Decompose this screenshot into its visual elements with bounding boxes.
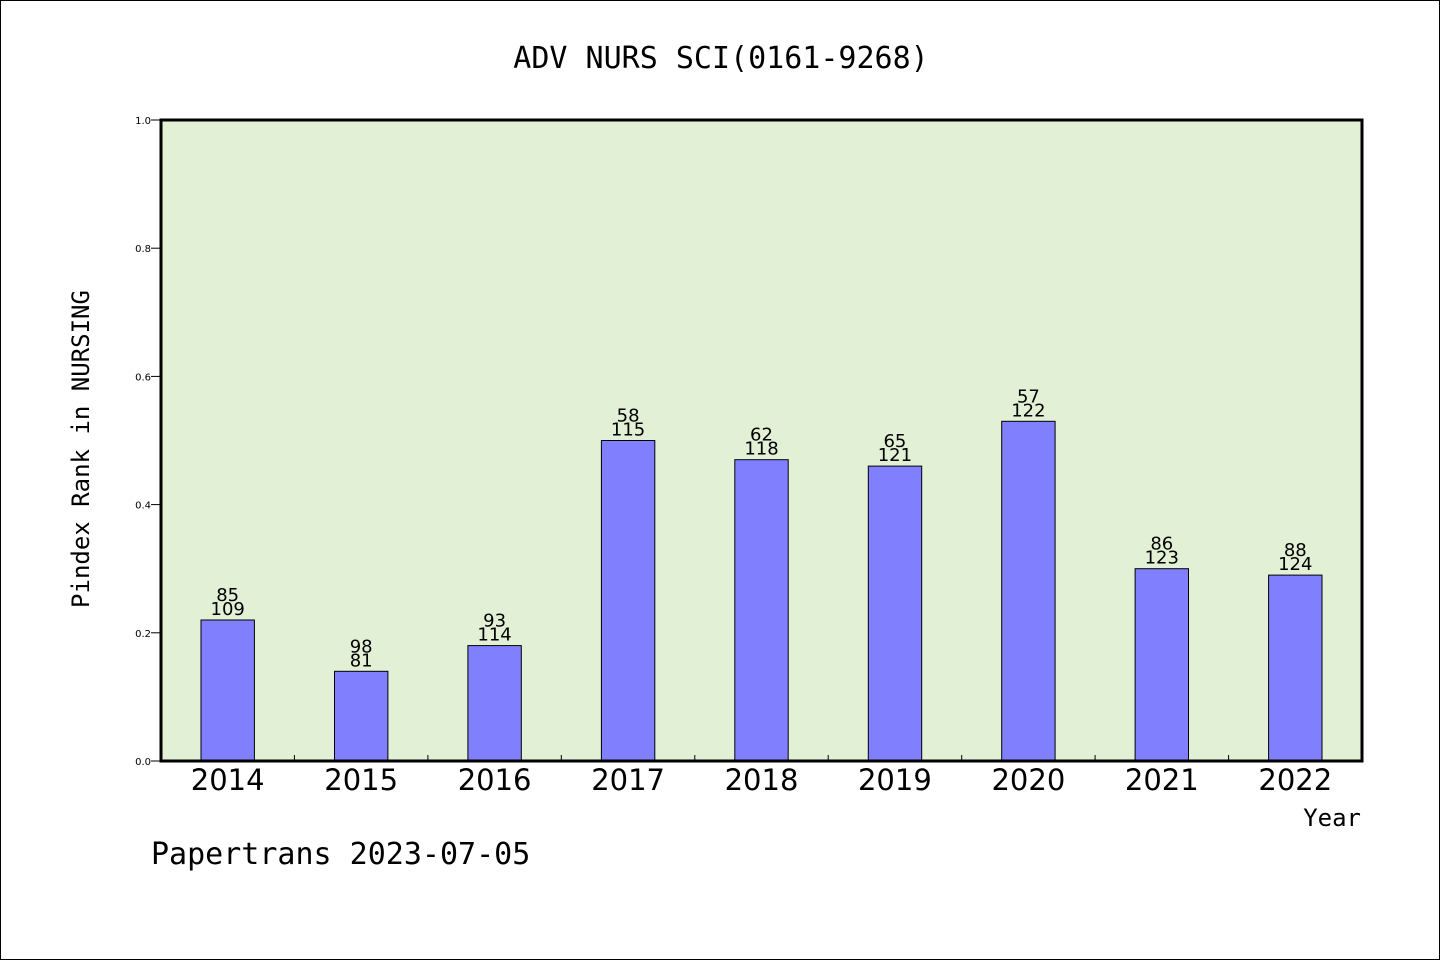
x-axis-ticks: 2014 2015 2016 2017 2018 2019 2020 2021 2022 bbox=[191, 755, 1332, 797]
watermark-text: Papertrans 2023-07-05 bbox=[151, 837, 530, 872]
chart-title: ADV NURS SCI(0161-9268) bbox=[513, 41, 928, 76]
y-tick-label: 1.0 bbox=[135, 116, 151, 127]
bar-label-bottom-2019: 121 bbox=[878, 445, 912, 466]
bars-layer bbox=[200, 420, 1323, 762]
bar-2014 bbox=[200, 619, 255, 762]
bar-2018 bbox=[734, 459, 789, 762]
bar-label-top-2017: 58 bbox=[617, 406, 640, 427]
bar-2016 bbox=[467, 645, 522, 762]
bar-label-top-2020: 57 bbox=[1017, 386, 1040, 407]
bar-label-bottom-2021: 123 bbox=[1145, 548, 1179, 569]
y-axis-ticks: 0.0 0.2 0.4 0.6 0.8 1.0 bbox=[135, 116, 161, 768]
bar-label-top-2018: 62 bbox=[750, 425, 773, 446]
bar-2017 bbox=[600, 440, 656, 762]
bar-2020 bbox=[1001, 420, 1056, 762]
y-tick-label: 0.2 bbox=[135, 629, 151, 640]
x-tick-label-2020: 2020 bbox=[991, 763, 1065, 797]
x-tick-label-2019: 2019 bbox=[858, 763, 932, 797]
bar-2019 bbox=[867, 465, 923, 762]
x-axis-label: Year bbox=[1303, 804, 1361, 832]
bar-label-bottom-2017: 115 bbox=[611, 420, 645, 441]
plot-border bbox=[159, 118, 1364, 763]
y-tick-label: 0.0 bbox=[135, 757, 151, 768]
y-axis-label: Pindex Rank in NURSING bbox=[67, 290, 95, 608]
bar-label-top-2021: 86 bbox=[1150, 534, 1173, 555]
bar-2021 bbox=[1134, 568, 1189, 762]
bar-label-bottom-2022: 124 bbox=[1278, 554, 1312, 575]
x-tick-label-2022: 2022 bbox=[1258, 763, 1332, 797]
x-tick-label-2021: 2021 bbox=[1125, 763, 1199, 797]
bar-label-top-2014: 85 bbox=[216, 585, 239, 606]
x-tick-label-2015: 2015 bbox=[324, 763, 398, 797]
bar-label-top-2019: 65 bbox=[883, 431, 906, 452]
x-tick-label-2016: 2016 bbox=[458, 763, 532, 797]
bar-label-bottom-2018: 118 bbox=[744, 439, 778, 460]
bar-label-bottom-2020: 122 bbox=[1011, 400, 1045, 421]
bar-label-top-2022: 88 bbox=[1284, 540, 1307, 561]
x-tick-label-2017: 2017 bbox=[591, 763, 665, 797]
bar-label-bottom-2015: 81 bbox=[350, 650, 373, 671]
y-tick-label: 0.4 bbox=[135, 501, 151, 512]
bar-2022 bbox=[1268, 574, 1323, 762]
bar-label-top-2016: 93 bbox=[483, 611, 506, 632]
x-tick-label-2018: 2018 bbox=[725, 763, 799, 797]
y-tick-label: 0.8 bbox=[135, 244, 151, 255]
bar-label-bottom-2014: 109 bbox=[211, 599, 245, 620]
bar-2015 bbox=[334, 670, 389, 762]
y-tick-label: 0.6 bbox=[135, 372, 151, 383]
x-tick-label-2014: 2014 bbox=[191, 763, 265, 797]
bar-label-top-2015: 98 bbox=[350, 636, 373, 657]
bar-label-bottom-2016: 114 bbox=[477, 625, 511, 646]
